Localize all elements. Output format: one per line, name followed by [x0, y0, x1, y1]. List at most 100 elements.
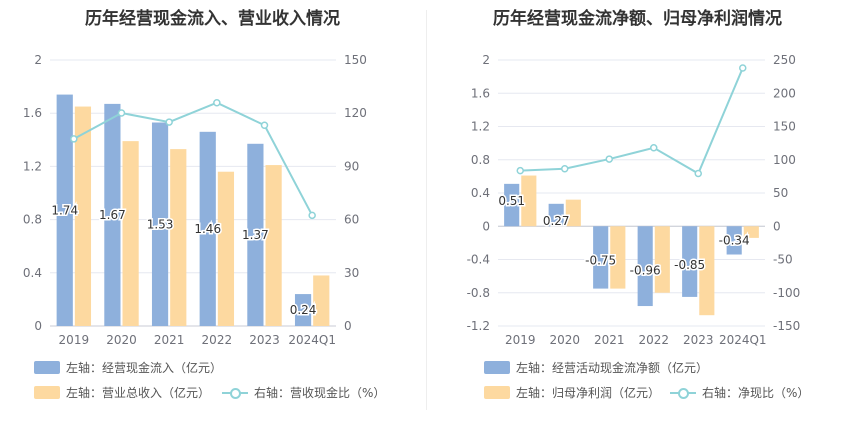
bar: [654, 226, 670, 293]
x-axis-tick-label: 2021: [154, 333, 185, 347]
legend-label: 左轴：经营活动现金流净额（亿元）: [516, 361, 709, 375]
chart-title: 历年经营现金流净额、归母净利润情况: [493, 9, 782, 29]
data-label: 1.67: [99, 208, 126, 222]
bar: [294, 294, 312, 326]
chart-plot: 0 0.4 0.8 1.2 1.6 2 0 30 60 90 120 150 2019 2020 2021 2…: [23, 53, 367, 347]
left-axis-tick-label: -0.8: [467, 286, 490, 300]
line-point: [516, 166, 524, 175]
line-point: [260, 121, 269, 130]
left-axis-tick-label: 2: [34, 53, 42, 67]
line-point: [308, 211, 316, 220]
left-axis-tick-label: 0: [34, 319, 42, 333]
legend-item-series-3[interactable]: 右轴：净现比（%）: [670, 384, 809, 401]
bar: [565, 199, 581, 227]
bar: [593, 226, 609, 289]
bar: [74, 106, 92, 326]
data-label: 0.27: [543, 214, 570, 228]
x-axis-tick-label: 2022: [202, 333, 233, 347]
x-axis-tick-label: 2020: [549, 333, 580, 347]
legend-label: 右轴：营收现金比（%）: [254, 386, 386, 400]
data-label: 1.37: [242, 228, 269, 242]
line-point: [694, 169, 702, 178]
left-axis-tick-label: 0.8: [471, 153, 490, 167]
legend-label: 左轴：经营现金流入（亿元）: [66, 361, 223, 375]
x-axis-tick-label: 2024Q1: [719, 333, 767, 347]
left-axis-tick-label: -0.4: [467, 253, 490, 267]
right-axis-tick-label: 150: [344, 53, 367, 67]
series-line: [73, 101, 314, 216]
legend-item-series-2[interactable]: 左轴：归母净利润（亿元）: [484, 384, 660, 401]
right-axis-tick-label: -100: [773, 286, 800, 300]
data-label: 1.46: [194, 222, 221, 236]
bar: [548, 203, 564, 227]
right-axis-tick-label: 0: [773, 219, 781, 233]
legend-line-marker-icon: [670, 386, 696, 399]
legend-swatch-orange: [484, 386, 510, 399]
right-axis-tick-label: 60: [344, 213, 359, 227]
right-axis-tick-label: 120: [344, 106, 367, 120]
legend-item-series-3[interactable]: 右轴：营收现金比（%）: [222, 384, 385, 401]
left-axis-tick-label: 0: [482, 219, 490, 233]
right-axis-tick-label: -50: [773, 253, 793, 267]
legend-item-series-1[interactable]: 左轴：经营活动现金流净额（亿元）: [484, 359, 708, 376]
left-axis-tick-label: 0.8: [23, 213, 42, 227]
bar: [217, 171, 235, 326]
x-axis-tick-label: 2020: [106, 333, 137, 347]
data-label: 0.51: [498, 194, 525, 208]
right-axis-tick-label: 90: [344, 159, 359, 173]
x-axis-tick-label: 2022: [638, 333, 669, 347]
legend-label: 右轴：净现比（%）: [702, 386, 810, 400]
data-label: 0.24: [290, 303, 317, 317]
line-point: [605, 155, 613, 163]
bar: [151, 122, 169, 326]
bar: [637, 226, 653, 307]
left-axis-tick-label: 0.4: [471, 186, 490, 200]
data-label: -0.85: [674, 258, 705, 272]
bar: [521, 175, 537, 227]
legend-label: 左轴：归母净利润（亿元）: [516, 386, 661, 400]
data-label: -0.96: [630, 264, 661, 278]
line-point: [70, 135, 78, 143]
left-axis-tick-label: 1.6: [23, 106, 42, 120]
bar: [313, 275, 330, 326]
legend-label: 左轴：营业总收入（亿元）: [66, 386, 211, 400]
left-axis-tick-label: 1.6: [471, 86, 490, 100]
bar: [56, 94, 73, 326]
right-axis-tick-label: 100: [773, 153, 796, 167]
series-line: [520, 67, 744, 175]
right-axis-tick-label: 250: [773, 53, 796, 67]
x-axis-tick-label: 2024Q1: [288, 333, 336, 347]
legend-item-series-1[interactable]: 左轴：经营现金流入（亿元）: [34, 359, 222, 376]
x-axis-tick-label: 2023: [249, 333, 280, 347]
bar: [610, 226, 626, 289]
data-label: 1.74: [51, 203, 78, 217]
panel-divider: [426, 10, 427, 410]
data-label: -0.34: [719, 234, 750, 248]
chart-panel-net-cash-profit: 历年经营现金流净额、归母净利润情况 -1.2 -0.8 -0.4 0 0.4 0.8 1.2…: [425, 0, 850, 437]
left-axis-tick-label: 2: [482, 53, 490, 67]
chart-plot: -1.2 -0.8 -0.4 0 0.4 0.8 1.2 1.6 2 -150 -100 -50 0 50…: [467, 53, 801, 347]
bar: [199, 131, 216, 326]
x-axis-tick-label: 2019: [505, 333, 536, 347]
x-axis-tick-label: 2023: [683, 333, 714, 347]
bar: [504, 183, 520, 227]
bar: [247, 143, 264, 326]
legend-line-marker-icon: [222, 386, 248, 399]
data-label: 1.53: [147, 217, 174, 231]
right-axis-tick-label: -150: [773, 319, 800, 333]
legend-swatch-orange: [34, 386, 60, 399]
line-point: [650, 144, 658, 152]
line-point: [561, 164, 569, 173]
bar: [122, 141, 139, 326]
legend-swatch-blue: [484, 361, 510, 374]
left-axis-tick-label: 1.2: [23, 159, 42, 173]
x-axis-tick-label: 2019: [59, 333, 90, 347]
left-axis-tick-label: -1.2: [467, 319, 490, 333]
bar: [682, 226, 698, 297]
right-axis-tick-label: 150: [773, 120, 796, 134]
right-axis-tick-label: 0: [344, 319, 352, 333]
legend-item-series-2[interactable]: 左轴：营业总收入（亿元）: [34, 384, 210, 401]
right-axis-tick-label: 200: [773, 86, 796, 100]
bar: [726, 226, 742, 255]
right-axis-tick-label: 50: [773, 186, 788, 200]
